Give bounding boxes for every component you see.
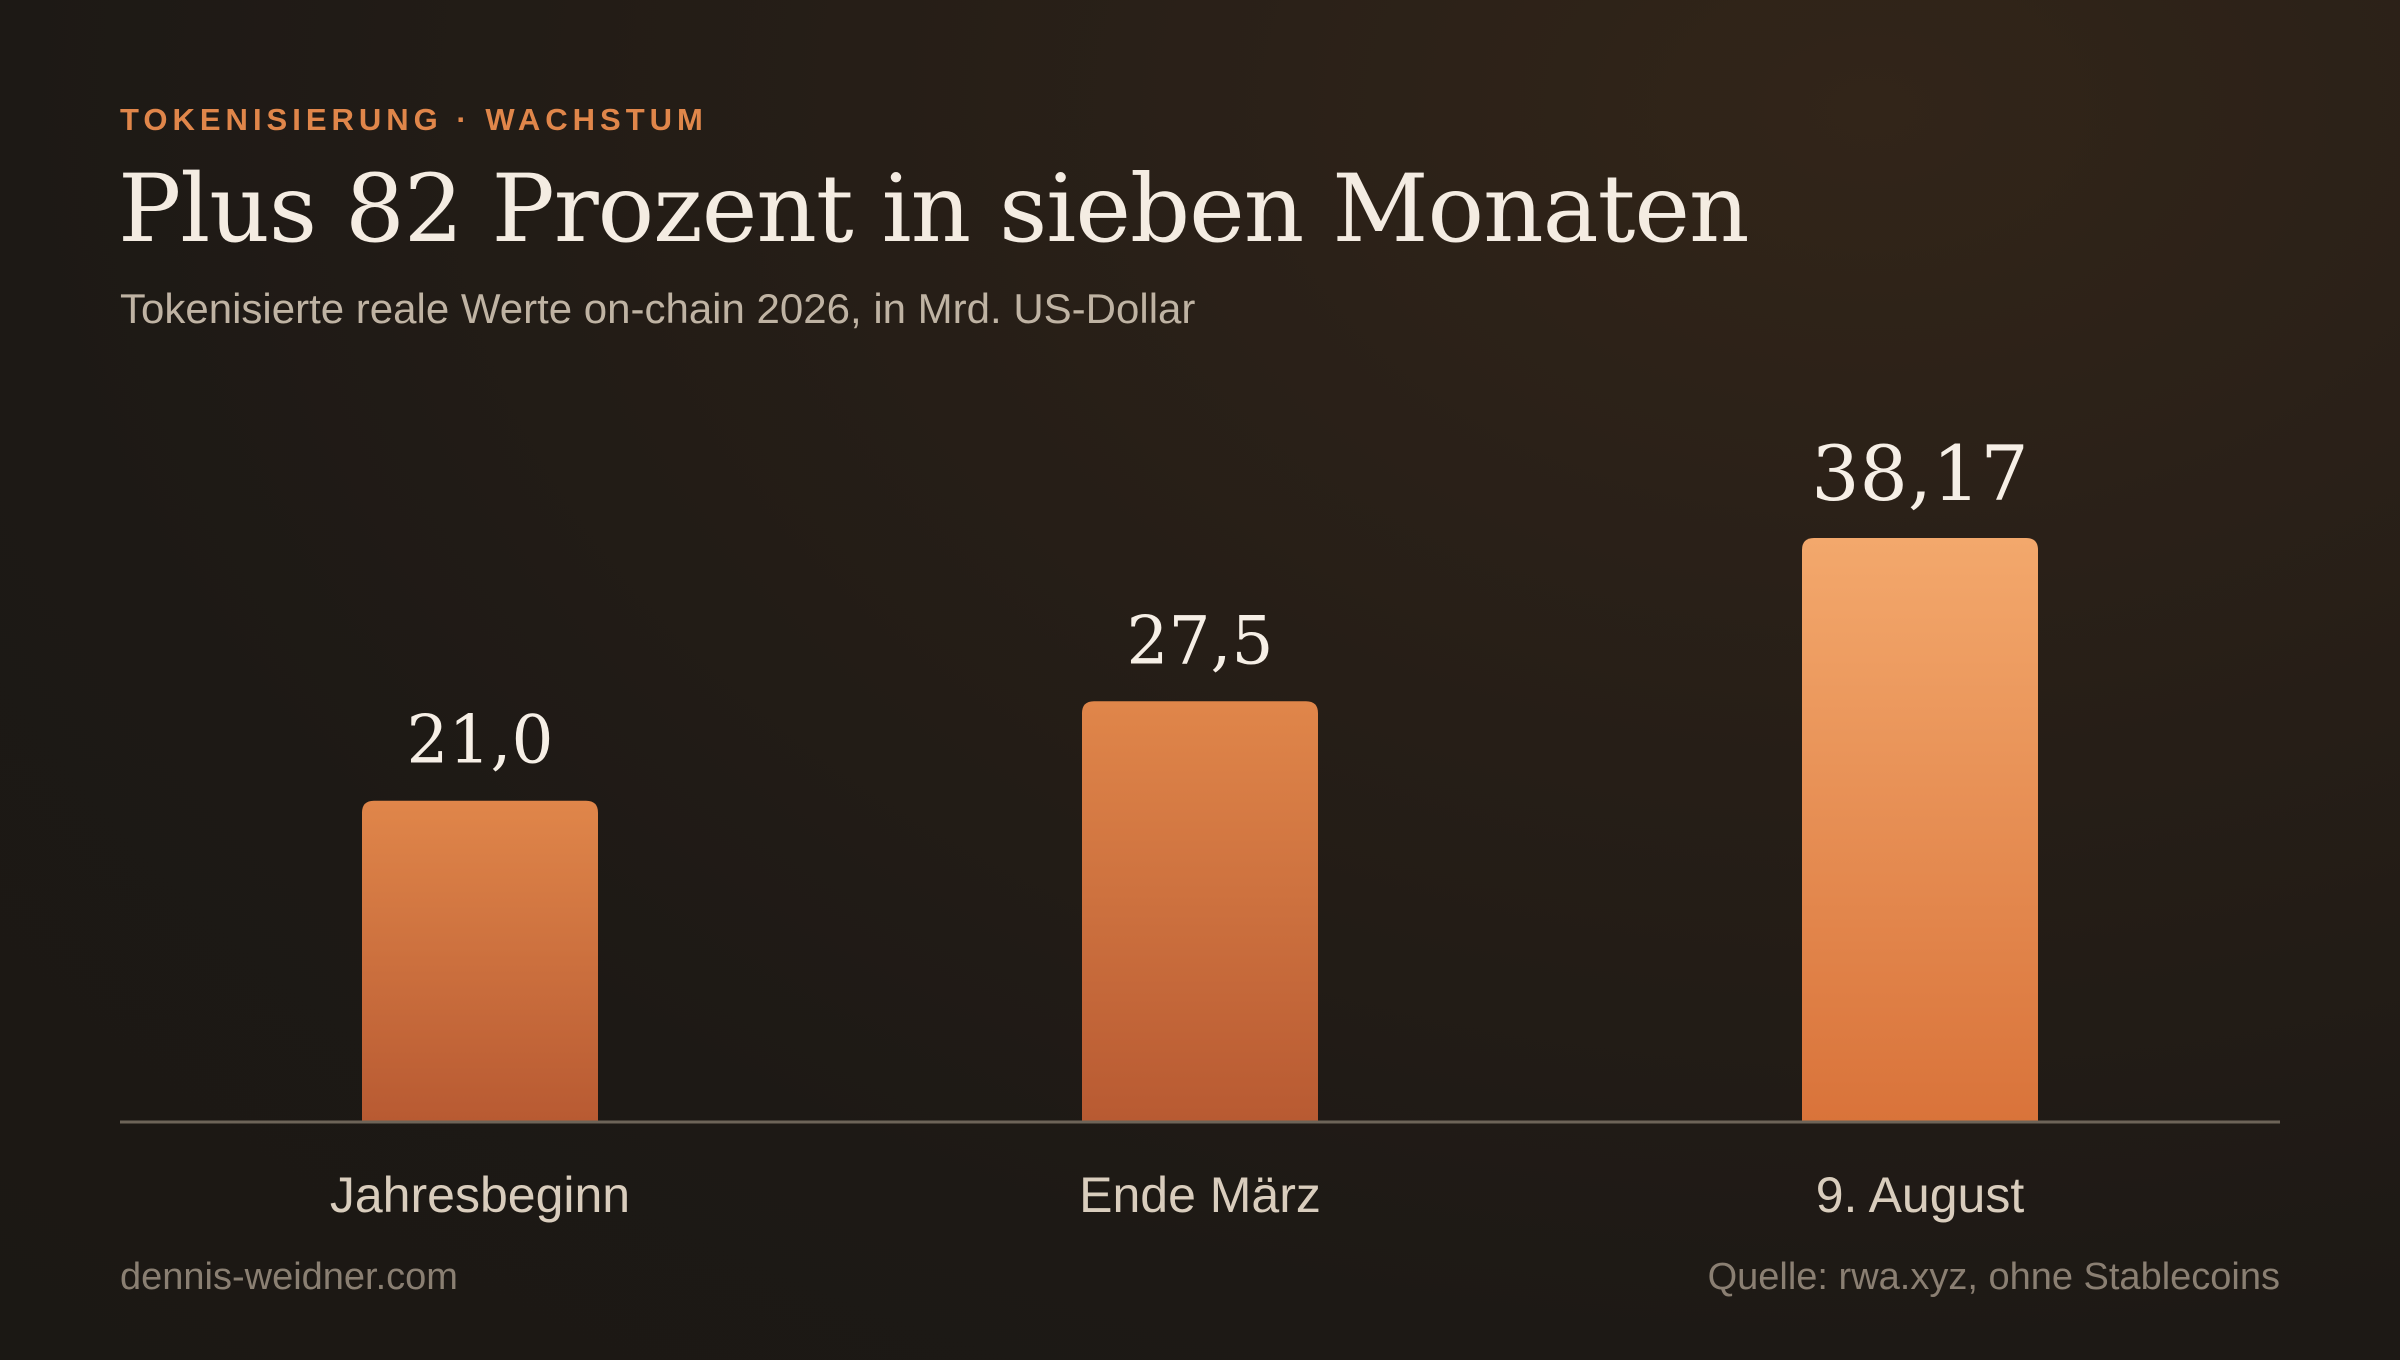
bar-1	[362, 800, 598, 1122]
value-label-1: 21,0	[407, 702, 554, 779]
footer-source: Quelle: rwa.xyz, ohne Stablecoins	[1707, 1256, 2280, 1298]
value-label-3: 38,17	[1811, 429, 2029, 518]
category-label-2: Ende März	[1079, 1167, 1321, 1223]
category-label-1: Jahresbeginn	[330, 1167, 630, 1223]
chart-subtitle: Tokenisierte reale Werte on-chain 2026, …	[120, 285, 1196, 332]
bar-2	[1082, 701, 1318, 1122]
bar-3	[1802, 537, 2038, 1122]
chart-title: Plus 82 Prozent in sieben Monaten	[118, 155, 1750, 264]
category-label-3: 9. August	[1816, 1167, 2025, 1223]
chart-kicker: TOKENISIERUNG · WACHSTUM	[120, 102, 708, 137]
bars-layer	[362, 537, 2038, 1122]
labels-layer: 21,0 Jahresbeginn 27,5 Ende März 38,17 9. Aug…	[330, 429, 2029, 1223]
value-label-2: 27,5	[1127, 602, 1274, 679]
footer-site: dennis-weidner.com	[120, 1256, 458, 1298]
